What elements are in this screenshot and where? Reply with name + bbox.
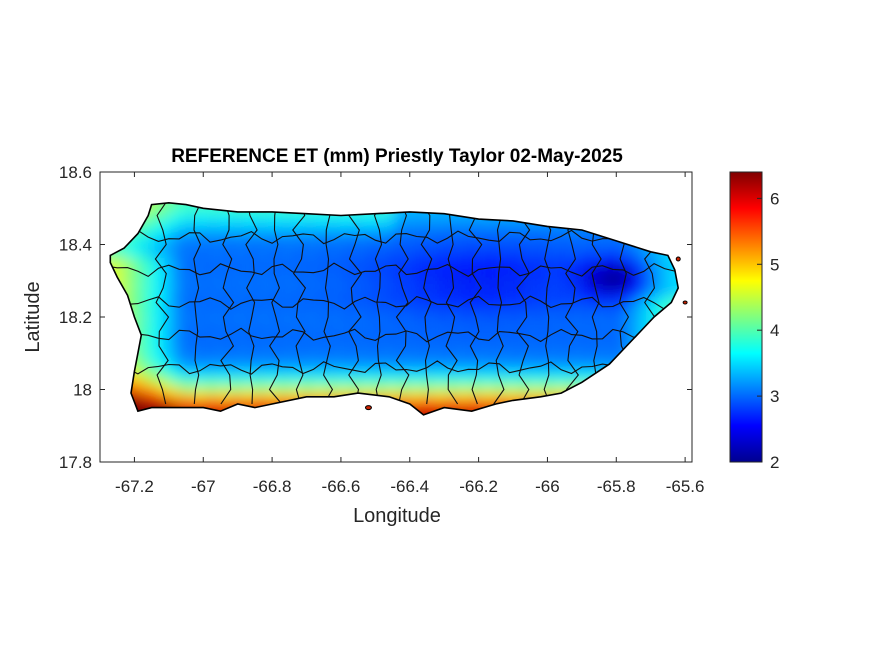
municipality-border — [154, 202, 170, 405]
islet — [364, 405, 372, 411]
chart-title: REFERENCE ET (mm) Priestly Taylor 02-May… — [171, 146, 623, 167]
heat-field — [110, 202, 679, 415]
y-tick-label: 18.4 — [59, 236, 92, 255]
municipality-border — [110, 295, 676, 310]
colorbar-tick-label: 2 — [770, 453, 779, 472]
heat-cell — [146, 202, 158, 214]
x-tick-label: -65.8 — [597, 477, 636, 496]
x-tick-label: -65.6 — [666, 477, 705, 496]
municipality-boundaries — [110, 202, 676, 405]
x-tick-label: -66.2 — [459, 477, 498, 496]
x-tick-label: -66.6 — [322, 477, 361, 496]
heat-cell — [170, 202, 182, 214]
x-tick-label: -67.2 — [115, 477, 154, 496]
heat-cell — [186, 202, 198, 214]
x-axis-label: Longitude — [353, 505, 441, 527]
colorbar-tick-label: 4 — [770, 321, 779, 340]
offshore-islets — [364, 256, 688, 411]
colorbar-tick-label: 3 — [770, 387, 779, 406]
heat-cell — [162, 202, 174, 214]
municipality-border — [493, 202, 505, 405]
heat-cell — [154, 202, 166, 214]
municipality-border — [110, 262, 675, 278]
y-ticks: 17.8 18 18.2 18.4 18.6 — [59, 163, 692, 472]
colorbar-tick-label: 6 — [770, 189, 779, 208]
colorbar: 2 3 4 5 6 — [729, 171, 779, 472]
colorbar-gradient — [729, 171, 763, 463]
municipality-border — [110, 229, 675, 245]
islet — [675, 256, 681, 262]
x-tick-label: -66.8 — [253, 477, 292, 496]
x-tick-label: -67 — [191, 477, 216, 496]
municipality-border — [220, 202, 235, 405]
y-tick-label: 18.6 — [59, 163, 92, 182]
x-ticks: -67.2 -67 -66.8 -66.6 -66.4 -66.2 -66 -65.8 -65.… — [115, 172, 704, 496]
x-tick-label: -66 — [535, 477, 560, 496]
map-axes: -67.2 -67 -66.8 -66.6 -66.4 -66.2 -66 -65.8 -65.… — [59, 163, 705, 496]
y-tick-label: 17.8 — [59, 453, 92, 472]
colorbar-tick-label: 5 — [770, 255, 779, 274]
municipality-border — [268, 202, 283, 405]
municipality-border — [468, 202, 483, 405]
heat-cell — [418, 410, 430, 415]
heat-cell — [674, 282, 679, 294]
municipality-border — [395, 202, 410, 405]
municipality-border — [245, 202, 258, 405]
y-tick-label: 18 — [73, 381, 92, 400]
heat-cell — [178, 202, 190, 214]
municipality-border — [110, 327, 676, 343]
islet — [682, 300, 688, 305]
colorbar-ticks: 2 3 4 5 6 — [757, 189, 779, 472]
municipality-border — [589, 202, 603, 405]
municipality-border — [193, 202, 203, 405]
municipality-border — [323, 202, 334, 405]
x-tick-label: -66.4 — [390, 477, 429, 496]
y-tick-label: 18.2 — [59, 308, 92, 327]
municipality-border — [110, 360, 676, 375]
municipality-border — [420, 202, 433, 405]
municipality-border — [541, 202, 552, 405]
coastline — [109, 201, 680, 416]
y-axis-label: Latitude — [22, 281, 44, 352]
